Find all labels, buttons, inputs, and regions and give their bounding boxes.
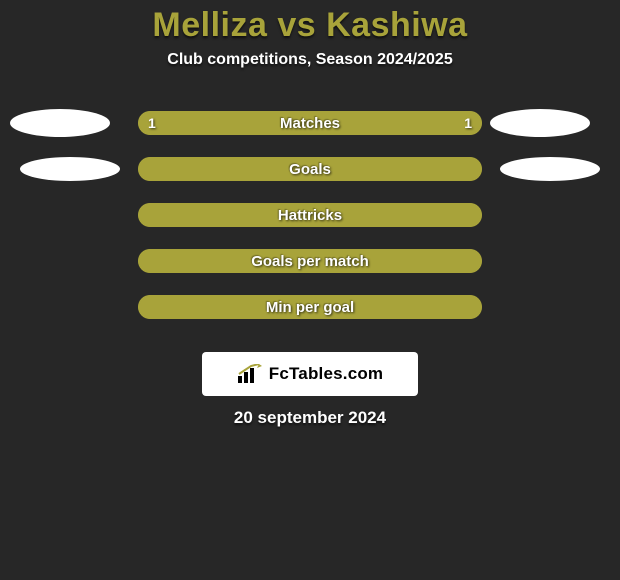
player-left-marker xyxy=(20,157,120,181)
page-subtitle: Club competitions, Season 2024/2025 xyxy=(0,51,620,69)
stat-bar-label: Hattricks xyxy=(138,203,482,227)
stat-row: Hattricks xyxy=(0,203,620,249)
stat-bar: Min per goal xyxy=(138,295,482,319)
stat-value-left: 1 xyxy=(148,111,156,135)
player-right-marker xyxy=(490,109,590,137)
chart-icon xyxy=(237,364,263,384)
stat-bar: Matches1 1 xyxy=(138,111,482,135)
comparison-infographic: Melliza vs Kashiwa Club competitions, Se… xyxy=(0,0,620,580)
stat-bar: Goals xyxy=(138,157,482,181)
stat-row: Goals xyxy=(0,157,620,203)
page-title: Melliza vs Kashiwa xyxy=(0,0,620,45)
source-badge: FcTables.com xyxy=(202,352,418,396)
stat-value-right: 1 xyxy=(464,111,472,135)
stat-rows: Matches1 1 Goals Hattricks Goals per match Mi… xyxy=(0,111,620,341)
stat-row: Matches1 1 xyxy=(0,111,620,157)
stat-bar-label: Matches xyxy=(138,111,482,135)
stat-bar: Goals per match xyxy=(138,249,482,273)
stat-row: Min per goal xyxy=(0,295,620,341)
stat-bar-label: Min per goal xyxy=(138,295,482,319)
stat-row: Goals per match xyxy=(0,249,620,295)
stat-bar-label: Goals xyxy=(138,157,482,181)
stat-bar-label: Goals per match xyxy=(138,249,482,273)
date-text: 20 september 2024 xyxy=(0,408,620,428)
stat-bar: Hattricks xyxy=(138,203,482,227)
player-left-marker xyxy=(10,109,110,137)
player-right-marker xyxy=(500,157,600,181)
source-badge-text: FcTables.com xyxy=(269,364,384,384)
